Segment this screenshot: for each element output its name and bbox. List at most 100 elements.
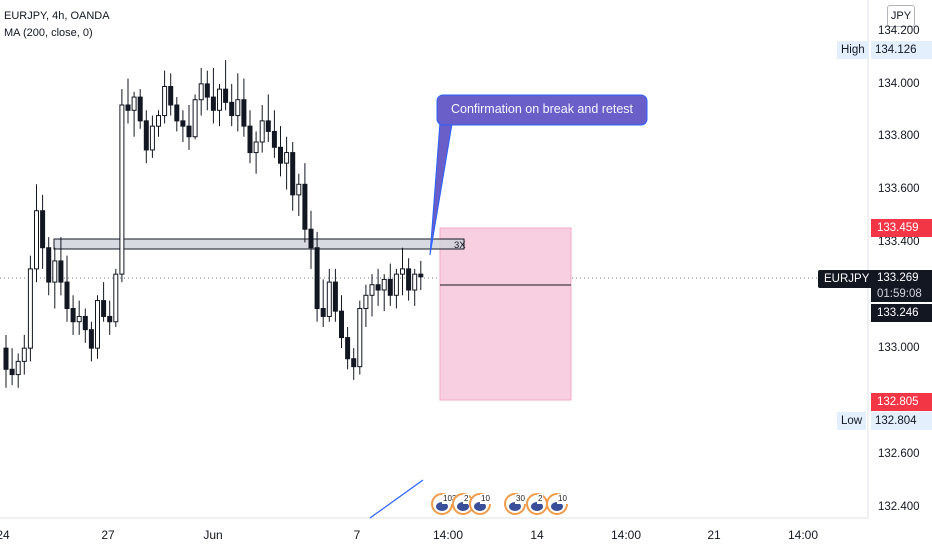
candle-body	[284, 152, 290, 164]
candle-body	[40, 210, 46, 249]
symbol-line[interactable]: EURJPY, 4h, OANDA	[4, 10, 110, 22]
time-tick: 14:00	[787, 528, 819, 542]
candle-body	[174, 104, 180, 122]
candle-body	[332, 281, 338, 312]
price-tick: 133.400	[878, 236, 920, 248]
candle-body	[253, 141, 259, 154]
candle-body	[82, 315, 88, 331]
current-price-tag: 133.269	[871, 270, 932, 286]
candle-body	[198, 83, 204, 101]
candle-body	[326, 281, 332, 317]
candle-body	[271, 130, 277, 148]
ma-200-line	[369, 479, 424, 519]
candle-body	[21, 347, 27, 362]
current-symbol-tag: EURJPY	[818, 270, 876, 288]
candle-body	[204, 83, 210, 98]
candle-body	[223, 88, 229, 103]
candle-body	[247, 125, 253, 154]
time-tick: 7	[353, 528, 361, 542]
indicator-line[interactable]: MA (200, close, 0)	[4, 27, 93, 39]
candle-body	[27, 268, 33, 349]
price-tick: 133.000	[878, 342, 920, 354]
candle-body	[162, 86, 168, 117]
candle-body	[265, 120, 271, 132]
candle-body	[381, 278, 387, 291]
price-tick: 132.400	[878, 501, 920, 513]
candle-body	[107, 315, 113, 323]
event-idea-icon[interactable]: 10	[546, 493, 568, 515]
event-idea-icon[interactable]: 2	[526, 493, 548, 515]
candle-body	[210, 96, 216, 111]
candle-body	[369, 284, 375, 296]
candle-body	[296, 183, 302, 196]
candle-body	[58, 260, 64, 283]
price-tick: 134.000	[878, 78, 920, 90]
candle-body	[406, 268, 412, 291]
time-tick: 14:00	[610, 528, 642, 542]
time-tick: 14:00	[432, 528, 464, 542]
callout-text: Confirmation on break and retest	[450, 102, 634, 116]
candle-body	[88, 329, 94, 349]
candle-body	[393, 273, 399, 296]
zone-tag: 3X	[454, 240, 466, 251]
candle-body	[46, 247, 52, 283]
event-count: 2	[537, 494, 544, 504]
candle-body	[137, 96, 143, 122]
candle-body	[357, 308, 363, 368]
high-value: 134.126	[871, 41, 932, 59]
candle-body	[418, 273, 424, 278]
event-count: 30	[515, 494, 526, 504]
callout-box[interactable]	[436, 94, 648, 126]
low-value: 132.804	[871, 412, 932, 430]
time-tick: 27	[101, 528, 115, 542]
price-tick: 133.800	[878, 130, 920, 142]
time-tick: 14	[530, 528, 544, 542]
candle-body	[259, 120, 265, 143]
candle-body	[95, 300, 100, 349]
event-count: 10	[480, 494, 491, 504]
time-tick: 24	[0, 528, 10, 542]
price-tick: 134.200	[878, 25, 920, 37]
time-tick: 21	[707, 528, 721, 542]
candle-body	[314, 247, 320, 310]
candle-body	[149, 125, 155, 151]
event-idea-icon[interactable]: 10	[469, 493, 491, 515]
candle-body	[64, 281, 70, 310]
low-label: Low	[837, 412, 867, 430]
countdown-tag: 01:59:08	[871, 286, 932, 302]
candle-body	[351, 358, 357, 368]
candle-body	[345, 337, 351, 360]
candle-body	[339, 310, 344, 339]
candle-body	[9, 368, 15, 376]
event-idea-icon[interactable]: 30	[504, 493, 526, 515]
candle-body	[119, 104, 125, 275]
candle-body	[302, 183, 308, 230]
event-idea-icon[interactable]: 103	[431, 493, 458, 515]
high-label: High	[837, 41, 869, 59]
candle-body	[387, 278, 393, 296]
currency-button[interactable]: JPY	[887, 5, 915, 27]
candle-body	[308, 228, 314, 249]
candle-body	[235, 99, 241, 117]
time-tick: Jun	[203, 528, 223, 542]
event-count: 103	[442, 494, 458, 504]
price-tick: 133.600	[878, 183, 920, 195]
candle-body	[3, 347, 9, 370]
chart-legend: EURJPY, 4h, OANDA MA (200, close, 0)	[4, 8, 110, 42]
candle-body	[168, 86, 174, 106]
candle-body	[76, 315, 82, 323]
ma-value-tag: 133.246	[871, 304, 932, 322]
candle-body	[241, 99, 247, 127]
candle-body	[156, 115, 161, 127]
candle-body	[143, 120, 149, 151]
stop-price-tag: 133.459	[871, 219, 932, 237]
candle-body	[320, 308, 326, 317]
price-tick: 132.600	[878, 448, 920, 460]
candle-body	[412, 273, 418, 291]
candle-body	[15, 360, 21, 376]
target-price-tag: 132.805	[871, 393, 932, 411]
candle-body	[186, 125, 192, 138]
candle-body	[101, 300, 107, 317]
event-count: 2	[463, 494, 470, 504]
